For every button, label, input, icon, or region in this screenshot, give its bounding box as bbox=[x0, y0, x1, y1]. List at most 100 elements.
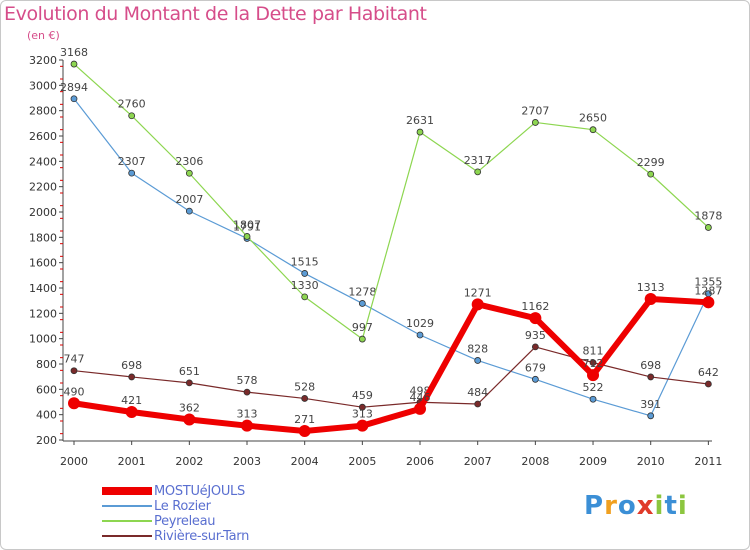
data-point-rivi-re-sur-tarn bbox=[128, 373, 136, 381]
data-label-le-rozier: 679 bbox=[525, 361, 546, 374]
data-point-rivi-re-sur-tarn bbox=[358, 403, 366, 411]
logo-letter: i bbox=[654, 491, 665, 521]
legend-swatch-mostu-jouls bbox=[102, 487, 152, 495]
proxiti-logo: Proxiti bbox=[584, 491, 688, 521]
data-label-le-rozier: 2307 bbox=[118, 155, 146, 168]
x-tick-label: 2002 bbox=[175, 455, 203, 468]
x-tick-label: 2009 bbox=[579, 455, 607, 468]
chart-subtitle: (en €) bbox=[27, 29, 60, 42]
data-point-peyreleau bbox=[589, 126, 597, 134]
logo-letter: r bbox=[604, 491, 618, 521]
data-point-le-rozier bbox=[70, 95, 78, 103]
x-tick-label: 2000 bbox=[60, 455, 88, 468]
data-point-peyreleau bbox=[185, 169, 193, 177]
data-label-mostu-jouls: 446 bbox=[410, 391, 431, 404]
legend-swatch-rivi-re-sur-tarn bbox=[102, 535, 152, 537]
y-tick-label: 1800 bbox=[29, 231, 57, 244]
data-label-rivi-re-sur-tarn: 747 bbox=[64, 353, 85, 366]
data-point-mostu-jouls bbox=[298, 425, 311, 438]
legend-item-le-rozier: Le Rozier bbox=[102, 499, 302, 514]
data-label-mostu-jouls: 1271 bbox=[464, 286, 492, 299]
legend-item-mostu-jouls: MOSTUéJOULS bbox=[102, 484, 302, 499]
data-label-le-rozier: 828 bbox=[467, 342, 488, 355]
logo-letter: o bbox=[617, 491, 637, 521]
y-tick-label: 1600 bbox=[29, 257, 57, 270]
y-tick-label: 2200 bbox=[29, 181, 57, 194]
data-point-le-rozier bbox=[301, 270, 309, 277]
data-label-peyreleau: 1330 bbox=[291, 279, 319, 292]
y-tick-label: 2600 bbox=[29, 130, 57, 143]
data-point-peyreleau bbox=[70, 60, 78, 68]
data-point-peyreleau bbox=[474, 168, 482, 176]
series-line-peyreleau bbox=[73, 63, 709, 340]
y-tick-label: 1200 bbox=[29, 307, 57, 320]
data-label-mostu-jouls: 1313 bbox=[637, 281, 665, 294]
data-point-le-rozier bbox=[358, 300, 366, 307]
data-point-mostu-jouls bbox=[125, 406, 138, 419]
data-label-rivi-re-sur-tarn: 698 bbox=[640, 359, 661, 372]
data-point-le-rozier bbox=[589, 395, 597, 403]
logo-letter: t bbox=[664, 491, 678, 521]
x-tick-label: 2004 bbox=[291, 455, 319, 468]
data-label-peyreleau: 2707 bbox=[521, 104, 549, 117]
data-point-mostu-jouls bbox=[644, 293, 657, 306]
y-tick-label: 2800 bbox=[29, 105, 57, 118]
data-label-rivi-re-sur-tarn: 578 bbox=[237, 374, 258, 387]
legend-label-mostu-jouls: MOSTUéJOULS bbox=[154, 484, 245, 499]
y-tick-label: 800 bbox=[36, 358, 57, 371]
data-point-mostu-jouls bbox=[587, 369, 600, 382]
data-label-rivi-re-sur-tarn: 651 bbox=[179, 365, 200, 378]
data-label-mostu-jouls: 313 bbox=[237, 408, 258, 421]
data-point-rivi-re-sur-tarn bbox=[474, 400, 482, 408]
data-label-le-rozier: 1029 bbox=[406, 317, 434, 330]
data-label-rivi-re-sur-tarn: 528 bbox=[294, 380, 315, 393]
logo-letter: P bbox=[584, 491, 605, 521]
data-label-rivi-re-sur-tarn: 484 bbox=[467, 386, 488, 399]
data-point-mostu-jouls bbox=[471, 298, 484, 311]
y-tick-label: 400 bbox=[36, 409, 57, 422]
legend-swatch-le-rozier bbox=[102, 505, 152, 507]
data-label-rivi-re-sur-tarn: 642 bbox=[698, 366, 719, 379]
data-point-rivi-re-sur-tarn bbox=[647, 373, 655, 381]
data-point-rivi-re-sur-tarn bbox=[301, 395, 309, 402]
data-point-le-rozier bbox=[647, 412, 655, 420]
data-label-peyreleau: 2631 bbox=[406, 114, 434, 127]
x-tick-label: 2003 bbox=[233, 455, 261, 468]
data-label-mostu-jouls: 490 bbox=[64, 385, 85, 398]
chart-legend: MOSTUéJOULS Le Rozier Peyreleau Rivière-sur… bbox=[102, 484, 302, 544]
x-tick-label: 2001 bbox=[118, 455, 146, 468]
data-point-le-rozier bbox=[128, 169, 136, 177]
data-point-peyreleau bbox=[647, 170, 655, 178]
logo-letter: x bbox=[636, 491, 655, 521]
y-tick-label: 1000 bbox=[29, 333, 57, 346]
data-point-peyreleau bbox=[128, 112, 136, 120]
data-point-peyreleau bbox=[416, 128, 424, 136]
series-line-rivi-re-sur-tarn bbox=[73, 346, 709, 408]
data-label-mostu-jouls: 313 bbox=[352, 408, 373, 421]
y-tick-label: 1400 bbox=[29, 282, 57, 295]
data-point-peyreleau bbox=[704, 224, 712, 231]
data-point-rivi-re-sur-tarn bbox=[589, 359, 597, 367]
data-label-rivi-re-sur-tarn: 459 bbox=[352, 389, 373, 402]
data-label-mostu-jouls: 1162 bbox=[521, 300, 549, 313]
data-label-le-rozier: 1278 bbox=[348, 285, 376, 298]
x-tick-label: 2011 bbox=[694, 455, 722, 468]
data-label-le-rozier: 1355 bbox=[694, 276, 722, 289]
data-point-mostu-jouls bbox=[702, 296, 715, 309]
y-tick-label: 3000 bbox=[29, 79, 57, 92]
series-line-le-rozier bbox=[73, 98, 709, 417]
data-point-rivi-re-sur-tarn bbox=[185, 379, 193, 387]
data-point-le-rozier bbox=[474, 357, 482, 364]
data-point-rivi-re-sur-tarn bbox=[243, 388, 251, 396]
data-point-mostu-jouls bbox=[68, 397, 80, 410]
data-label-rivi-re-sur-tarn: 935 bbox=[525, 329, 546, 342]
x-tick-label: 2005 bbox=[348, 455, 376, 468]
data-label-le-rozier: 2007 bbox=[175, 193, 203, 206]
x-tick-label: 2007 bbox=[464, 455, 492, 468]
data-point-rivi-re-sur-tarn bbox=[704, 380, 712, 388]
logo-letter: i bbox=[677, 491, 688, 521]
y-tick-label: 2400 bbox=[29, 155, 57, 168]
data-point-peyreleau bbox=[358, 335, 366, 343]
data-label-le-rozier: 1791 bbox=[233, 220, 261, 233]
